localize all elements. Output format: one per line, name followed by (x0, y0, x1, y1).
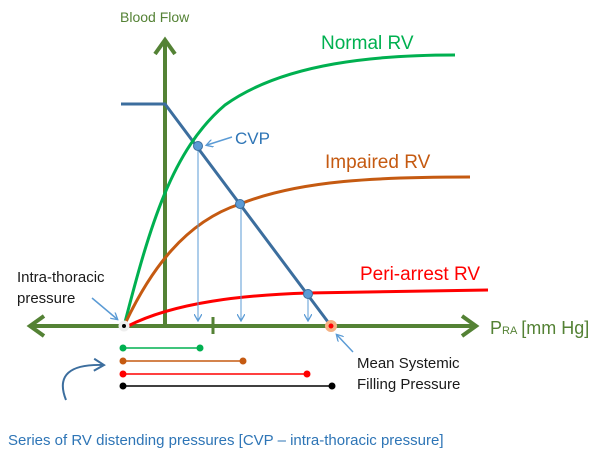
x-axis-left-arrow-icon (26, 314, 46, 338)
impaired-rv-label: Impaired RV (325, 152, 431, 173)
x-axis-label-main: P (490, 318, 502, 338)
peri-arrest-rv-curve (127, 288, 489, 328)
cvp-label: CVP (235, 129, 270, 148)
msfp-label-line2: Filling Pressure (357, 376, 460, 393)
intra-thoracic-label-line1: Intra-thoracic (17, 269, 105, 286)
y-axis (153, 36, 177, 326)
msfp-label-line1: Mean Systemic (357, 355, 460, 372)
x-axis-right-arrow-icon (460, 314, 480, 338)
normal-rv-label: Normal RV (321, 33, 414, 54)
y-axis-label: Blood Flow (120, 9, 190, 25)
impaired-rv-curve (122, 175, 471, 327)
intra-thoracic-pointer-arrow (91, 297, 117, 319)
cvp-point-normal (193, 141, 203, 151)
cvp-pointer-arrow (207, 136, 233, 145)
peri-arrest-rv-label: Peri-arrest RV (360, 264, 480, 285)
msfp-point-center (328, 323, 334, 329)
intra-thoracic-label-line2: pressure (17, 290, 75, 307)
cvp-point-peri-arrest (303, 289, 313, 299)
cvp-point-impaired (235, 199, 245, 209)
normal-rv-curve (122, 53, 456, 327)
x-axis-label-unit: [mm Hg] (521, 318, 589, 338)
x-axis-label-sub: RA (502, 325, 518, 337)
x-axis-label: PRA [mm Hg] (490, 318, 589, 338)
intra-thoracic-point-center (122, 324, 126, 328)
msfp-pointer-arrow (337, 335, 354, 353)
distending-pressure-bars (119, 344, 336, 390)
y-axis-arrow-icon (153, 36, 177, 56)
caption-curved-arrow (61, 357, 106, 401)
caption: Series of RV distending pressures [CVP –… (8, 432, 443, 449)
venous-return-line (121, 102, 333, 327)
x-axis (26, 314, 480, 338)
